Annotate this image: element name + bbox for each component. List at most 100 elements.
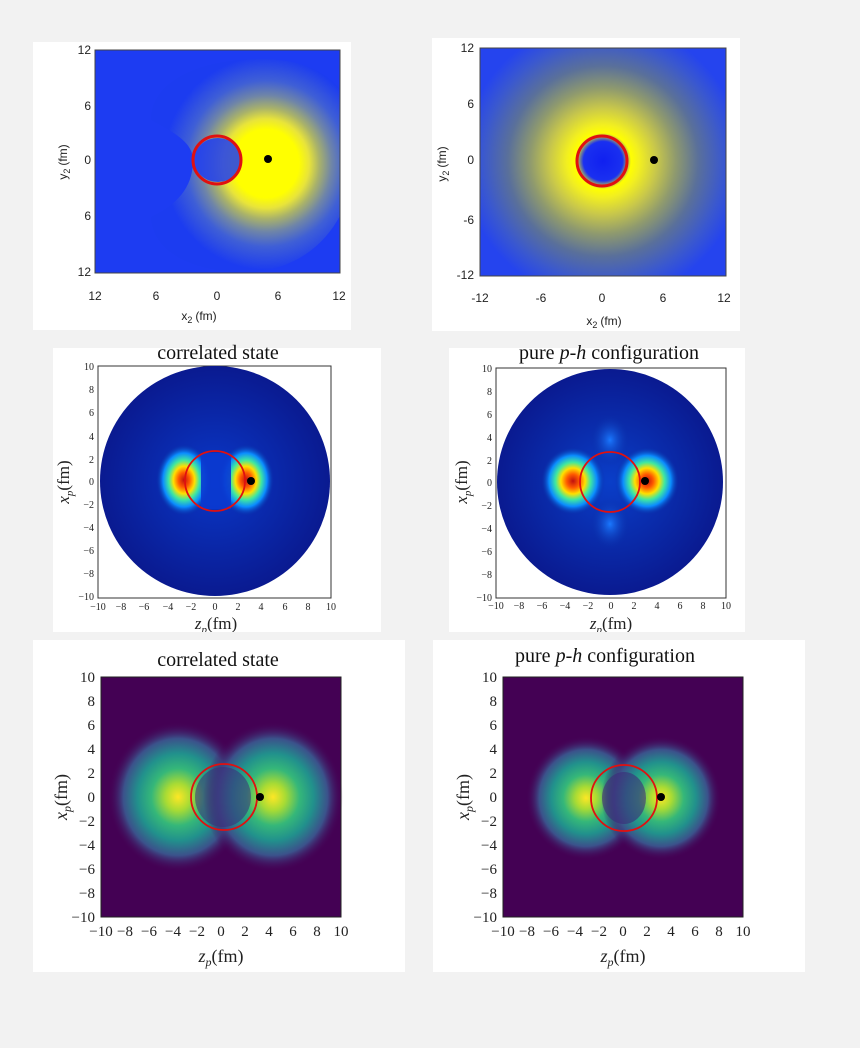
xtick: −6 <box>543 924 559 940</box>
ytick: 6 <box>89 408 94 419</box>
ytick: 2 <box>487 456 492 467</box>
ytick: 0 <box>467 153 474 167</box>
xtick: 2 <box>632 601 637 612</box>
ytick: 12 <box>78 265 92 279</box>
ytick: −8 <box>481 570 492 581</box>
xtick: −4 <box>165 924 181 940</box>
ytick: −6 <box>481 547 492 558</box>
heatmap-panel-a: 12 6 0 6 12 12 6 0 6 12 x2 (fm) y2(fm) <box>56 43 346 325</box>
xtick: 6 <box>678 601 683 612</box>
ytick: 4 <box>487 433 492 444</box>
panel-title: pure p-h configuration <box>515 645 695 667</box>
xtick: −8 <box>514 601 525 612</box>
xtick: 0 <box>213 602 218 613</box>
ytick: −10 <box>474 910 497 926</box>
ytick: -6 <box>463 213 474 227</box>
xtick: 12 <box>332 289 346 303</box>
ytick: 10 <box>80 670 95 686</box>
ytick: 4 <box>490 742 498 758</box>
reference-circle <box>184 450 246 512</box>
ytick: −8 <box>83 569 94 580</box>
xtick: 10 <box>326 602 336 613</box>
xtick: −2 <box>591 924 607 940</box>
ytick: −2 <box>79 814 95 830</box>
x-axis-label: x2 (fm) <box>586 314 621 330</box>
ytick: 8 <box>487 387 492 398</box>
heatmap-panel-b: -12 -6 0 6 12 12 6 -6 -12 0 x2 (fm) y2(fm… <box>435 41 731 330</box>
ytick: -12 <box>457 268 475 282</box>
ytick: −2 <box>481 501 492 512</box>
xtick: −4 <box>560 601 571 612</box>
heatmap-panel-c: −10 −8 −6 −4 −2 0 2 4 6 8 10 10 8 6 4 2 … <box>54 362 336 632</box>
xtick: −10 <box>491 924 514 940</box>
xtick: 8 <box>715 924 723 940</box>
xtick: 0 <box>217 924 225 940</box>
ytick: −10 <box>78 592 94 603</box>
xtick: 0 <box>619 924 627 940</box>
ytick: 8 <box>89 385 94 396</box>
xtick: −8 <box>116 602 127 613</box>
ytick: −8 <box>481 886 497 902</box>
xtick: 4 <box>655 601 660 612</box>
xtick: −10 <box>488 601 504 612</box>
xtick: 2 <box>241 924 249 940</box>
ytick: 0 <box>89 477 94 488</box>
xtick: 6 <box>153 289 160 303</box>
xtick: 4 <box>265 924 273 940</box>
ytick: 6 <box>467 97 474 111</box>
xtick: 0 <box>609 601 614 612</box>
xtick: −2 <box>189 924 205 940</box>
xtick: 6 <box>691 924 699 940</box>
ytick: 0 <box>88 790 96 806</box>
xtick: −10 <box>90 602 106 613</box>
y-axis-label: y2(fm) <box>435 146 451 181</box>
ytick: −4 <box>481 838 497 854</box>
panel-d: pure p-h configuration <box>449 342 745 632</box>
xtick: 4 <box>259 602 264 613</box>
panel-c: correlated state −10 −8 −6 <box>53 342 381 632</box>
ytick: 4 <box>88 742 96 758</box>
ytick: 6 <box>84 99 91 113</box>
ytick: 10 <box>482 670 497 686</box>
x-axis-label: zp(fm) <box>198 946 244 969</box>
xtick: 0 <box>599 291 606 305</box>
xtick: 2 <box>643 924 651 940</box>
x-axis-label: x2 (fm) <box>181 309 216 325</box>
xtick: 10 <box>721 601 731 612</box>
xtick: 6 <box>289 924 297 940</box>
xtick: −2 <box>583 601 594 612</box>
heatmap-panel-f: −10 −8 −6 −4 −2 0 2 4 6 8 10 10 8 6 4 2 … <box>453 670 751 969</box>
ytick: 2 <box>89 455 94 466</box>
ytick: 0 <box>487 478 492 489</box>
ytick: 6 <box>88 718 96 734</box>
ytick: −10 <box>476 593 492 604</box>
xtick: 2 <box>236 602 241 613</box>
x-axis-label: zp(fm) <box>194 614 237 632</box>
x-axis-label: zp(fm) <box>600 946 646 969</box>
reference-circle <box>579 451 641 513</box>
fixed-particle-marker <box>657 793 665 801</box>
xtick: 10 <box>334 924 349 940</box>
y-axis-label: y2(fm) <box>56 144 72 179</box>
y-axis-label: xp(fm) <box>51 774 74 821</box>
ytick: 2 <box>88 766 96 782</box>
xtick: 0 <box>214 289 221 303</box>
xtick: −2 <box>186 602 197 613</box>
panel-title: correlated state <box>157 342 279 364</box>
ytick: 10 <box>482 364 492 375</box>
fixed-particle-marker <box>264 155 272 163</box>
xtick: −8 <box>117 924 133 940</box>
ytick: −6 <box>79 862 95 878</box>
ytick: 4 <box>89 432 94 443</box>
xtick: −6 <box>139 602 150 613</box>
fixed-particle-marker <box>650 156 658 164</box>
xtick: 8 <box>313 924 321 940</box>
xtick: −4 <box>567 924 583 940</box>
heatmap-panel-d: −10 −8 −6 −4 −2 0 2 4 6 8 10 10 8 6 4 2 … <box>452 364 731 632</box>
xtick: 6 <box>275 289 282 303</box>
reference-circle <box>590 764 658 832</box>
xtick: −6 <box>537 601 548 612</box>
fixed-particle-marker <box>256 793 264 801</box>
fixed-particle-marker <box>641 477 649 485</box>
y-axis-label: xp(fm) <box>452 460 474 504</box>
